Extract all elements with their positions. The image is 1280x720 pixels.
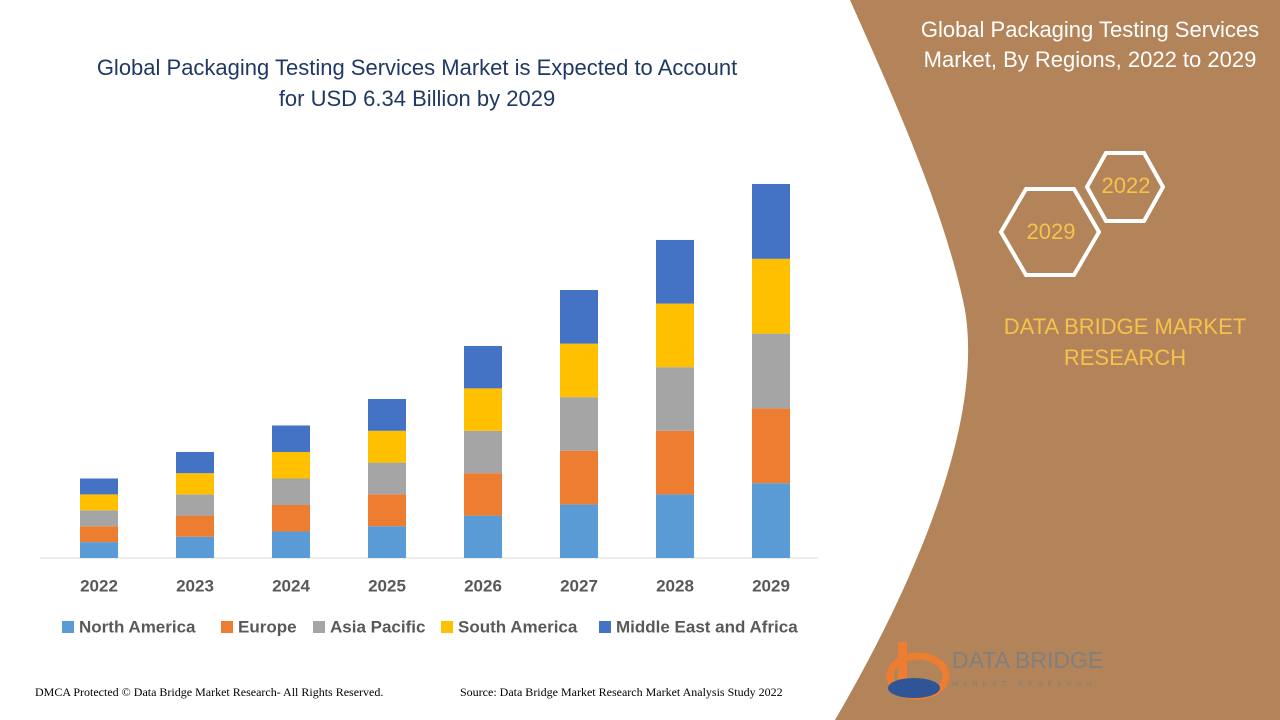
bar-segment xyxy=(752,333,790,409)
bar-segment xyxy=(176,494,214,516)
bar-segment xyxy=(752,258,790,334)
bar-segment xyxy=(656,303,694,368)
bar-segment xyxy=(80,478,118,495)
bar-segment xyxy=(368,430,406,463)
bar-segment xyxy=(80,542,118,558)
logo-tagline: MARKET RESEARCH xyxy=(952,681,1097,688)
bar-segment xyxy=(560,397,598,451)
x-tick-label: 2029 xyxy=(752,576,790,595)
legend-swatch xyxy=(313,621,325,633)
bar-segment xyxy=(464,345,502,389)
bar-segment xyxy=(272,425,310,452)
legend-label: Europe xyxy=(238,617,297,636)
legend-swatch xyxy=(62,621,74,633)
bar-segment xyxy=(176,451,214,474)
legend-swatch xyxy=(441,621,453,633)
legend-swatch xyxy=(599,621,611,633)
bar-segment xyxy=(560,290,598,344)
brand: DATA BRIDGE MARKET RESEARCH xyxy=(1003,314,1247,370)
panel-title: Global Packaging Testing Services Market… xyxy=(920,17,1260,72)
x-tick-label: 2024 xyxy=(272,576,310,595)
logo-name: DATA BRIDGE xyxy=(952,647,1103,673)
bar-segment xyxy=(368,526,406,558)
bar-segment xyxy=(272,451,310,479)
bar-segment xyxy=(560,450,598,505)
bar-segment xyxy=(176,536,214,558)
bar-segment xyxy=(560,504,598,558)
bar-segment xyxy=(176,515,214,537)
bar-segment xyxy=(80,510,118,527)
legend-label: South America xyxy=(458,617,578,636)
hexagon xyxy=(1084,151,1166,223)
legend-swatch xyxy=(221,621,233,633)
bar-segment xyxy=(464,430,502,474)
x-tick-label: 2022 xyxy=(80,576,118,595)
side-panel xyxy=(835,0,1280,720)
bar-segment xyxy=(656,494,694,558)
legend-label: North America xyxy=(79,617,196,636)
bar-segment xyxy=(656,430,694,495)
legend-label: Asia Pacific xyxy=(330,617,425,636)
chart-title: Global Packaging Testing Services Market… xyxy=(96,55,738,111)
bar-segment xyxy=(80,494,118,511)
x-tick-label: 2028 xyxy=(656,576,694,595)
bar-segment xyxy=(80,526,118,543)
bar-segment xyxy=(656,239,694,304)
bar-segment xyxy=(272,478,310,505)
hexagon xyxy=(998,187,1102,277)
bar-segment xyxy=(368,398,406,431)
hexagon-label: 2022 xyxy=(1102,173,1151,198)
bar-segment xyxy=(752,483,790,558)
bar-segment xyxy=(464,515,502,558)
x-tick-label: 2026 xyxy=(464,576,502,595)
legend-label: Middle East and Africa xyxy=(616,617,798,636)
logo-icon xyxy=(886,642,950,700)
bar-segment xyxy=(272,531,310,558)
x-tick-label: 2023 xyxy=(176,576,214,595)
bar-segment xyxy=(752,184,790,259)
logo-base xyxy=(888,678,940,698)
bar-segment xyxy=(272,504,310,532)
hexagon-label: 2029 xyxy=(1027,219,1076,244)
bar-segment xyxy=(368,494,406,527)
bar-segment xyxy=(464,473,502,516)
bar-segment xyxy=(560,343,598,398)
x-tick-label: 2025 xyxy=(368,576,406,595)
bar-segment xyxy=(368,462,406,495)
bar-segment xyxy=(656,367,694,431)
bar-segment xyxy=(752,408,790,484)
source: Source: Data Bridge Market Research Mark… xyxy=(460,685,783,699)
bar-segment xyxy=(176,473,214,495)
x-tick-label: 2027 xyxy=(560,576,598,595)
bar-segment xyxy=(464,388,502,431)
copyright: DMCA Protected © Data Bridge Market Rese… xyxy=(35,685,383,699)
